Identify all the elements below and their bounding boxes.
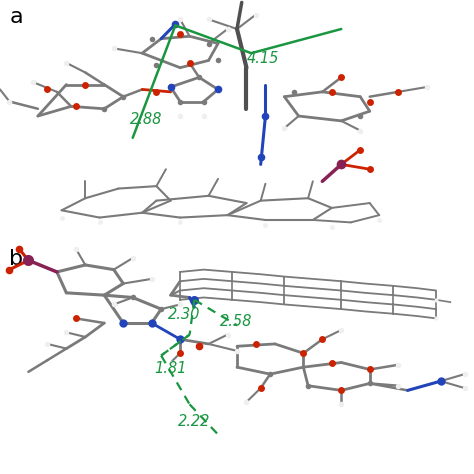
Text: 2.30: 2.30 [168, 308, 201, 322]
Text: 2.58: 2.58 [220, 314, 253, 329]
Text: a: a [9, 7, 23, 27]
Text: 2.88: 2.88 [130, 112, 163, 127]
Text: 1.81: 1.81 [154, 361, 186, 376]
Text: 4.15: 4.15 [246, 51, 279, 65]
Text: 2.22: 2.22 [178, 414, 210, 429]
Text: b: b [9, 249, 24, 269]
